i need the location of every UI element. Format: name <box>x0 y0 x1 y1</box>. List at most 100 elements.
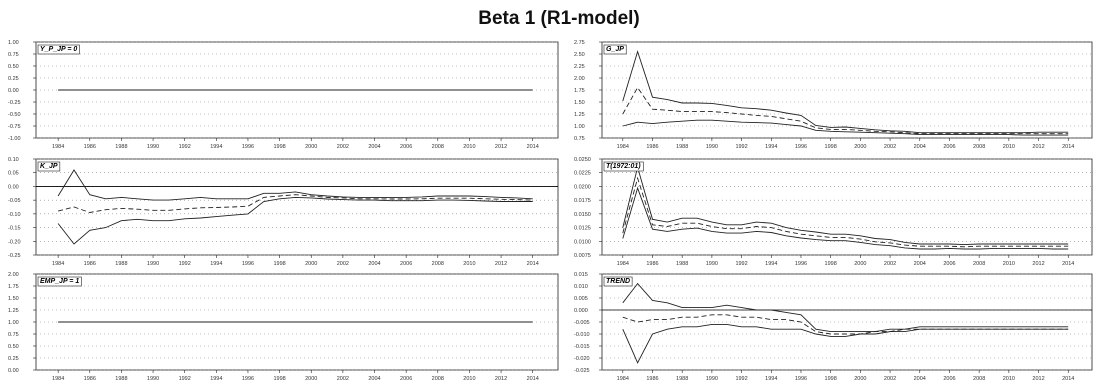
x-tick-label: 1998 <box>273 376 285 382</box>
x-tick-label: 2004 <box>914 376 926 382</box>
y-tick-label: -1.00 <box>8 136 21 142</box>
y-tick-label: 1.50 <box>8 296 19 302</box>
x-tick-label: 2000 <box>305 261 317 267</box>
x-tick-label: 2004 <box>368 144 380 150</box>
y-tick-label: 0.0075 <box>574 253 591 259</box>
y-tick-label: -0.015 <box>574 344 590 350</box>
y-tick-label: -0.50 <box>8 112 21 118</box>
y-tick-label: 0.000 <box>574 308 588 314</box>
x-tick-label: 2000 <box>854 261 866 267</box>
x-tick-label: 1994 <box>210 261 222 267</box>
y-tick-label: -0.005 <box>574 320 590 326</box>
panel-label: Y_P_JP = 0 <box>40 46 77 53</box>
x-tick-label: 2014 <box>1062 261 1074 267</box>
y-tick-label: 0.75 <box>574 136 585 142</box>
x-tick-label: 1994 <box>210 376 222 382</box>
y-tick-label: -0.25 <box>8 100 21 106</box>
y-tick-label: -0.020 <box>574 356 590 362</box>
plot-frame <box>35 158 559 256</box>
series-line <box>57 196 533 245</box>
x-tick-label: 2012 <box>495 144 507 150</box>
x-tick-label: 2008 <box>973 376 985 382</box>
x-tick-label: 2002 <box>884 376 896 382</box>
panel-label: TREND <box>606 278 630 285</box>
x-tick-label: 2010 <box>1003 144 1015 150</box>
x-tick-label: 1986 <box>84 261 96 267</box>
x-tick-label: 1996 <box>242 144 254 150</box>
x-tick-label: 2006 <box>400 261 412 267</box>
x-tick-label: 2014 <box>1062 144 1074 150</box>
x-tick-label: 1988 <box>115 261 127 267</box>
x-tick-label: 1996 <box>795 376 807 382</box>
x-tick-label: 2010 <box>463 376 475 382</box>
x-tick-label: 2014 <box>527 144 539 150</box>
panel-label: T(1972:01) <box>606 163 641 170</box>
series-line <box>622 323 1069 364</box>
panel-label: K_JP <box>40 163 58 170</box>
x-tick-label: 2000 <box>854 376 866 382</box>
x-tick-label: 1986 <box>646 261 658 267</box>
x-tick-label: 1990 <box>706 261 718 267</box>
y-tick-label: 0.25 <box>8 356 19 362</box>
x-tick-label: 1994 <box>765 376 777 382</box>
figure-title: Beta 1 (R1-model) <box>478 8 640 29</box>
series-line <box>57 169 533 201</box>
x-tick-label: 1990 <box>706 376 718 382</box>
x-tick-label: 1992 <box>735 261 747 267</box>
x-tick-label: 1988 <box>115 144 127 150</box>
y-tick-label: 0.0250 <box>574 157 591 163</box>
y-tick-label: 1.00 <box>8 320 19 326</box>
x-tick-label: 2006 <box>943 376 955 382</box>
y-tick-label: 0.0175 <box>574 198 591 204</box>
x-tick-label: 2000 <box>305 376 317 382</box>
x-tick-label: 1994 <box>765 261 777 267</box>
y-tick-label: 1.75 <box>8 284 19 290</box>
y-tick-label: 0.50 <box>8 344 19 350</box>
x-tick-label: 1998 <box>825 261 837 267</box>
y-tick-label: 1.75 <box>574 88 585 94</box>
x-tick-label: 2002 <box>884 261 896 267</box>
x-tick-label: 1996 <box>242 376 254 382</box>
y-tick-label: -0.15 <box>8 226 21 232</box>
y-tick-label: 0.50 <box>8 64 19 70</box>
x-tick-label: 1988 <box>676 261 688 267</box>
x-tick-label: 2008 <box>432 144 444 150</box>
x-tick-label: 1986 <box>646 376 658 382</box>
y-tick-label: 0.015 <box>574 272 588 278</box>
y-tick-label: 2.25 <box>574 64 585 70</box>
y-tick-label: 1.50 <box>574 100 585 106</box>
y-tick-label: 0.25 <box>8 76 19 82</box>
y-tick-label: 1.25 <box>8 308 19 314</box>
x-tick-label: 2002 <box>337 144 349 150</box>
x-tick-label: 2010 <box>463 261 475 267</box>
y-tick-label: 0.010 <box>574 284 588 290</box>
x-tick-label: 1996 <box>795 144 807 150</box>
x-tick-label: 2008 <box>432 261 444 267</box>
y-tick-label: 2.00 <box>8 272 19 278</box>
x-tick-label: 1984 <box>52 261 64 267</box>
x-tick-label: 1992 <box>179 261 191 267</box>
x-tick-label: 1996 <box>795 261 807 267</box>
x-tick-label: 1998 <box>825 376 837 382</box>
x-tick-label: 1984 <box>52 376 64 382</box>
panel-label: EMP_JP = 1 <box>40 278 79 285</box>
series-line <box>622 86 1069 135</box>
y-tick-label: 0.05 <box>8 171 19 177</box>
x-tick-label: 2008 <box>973 144 985 150</box>
y-tick-label: 1.00 <box>574 124 585 130</box>
series-line <box>622 186 1069 250</box>
x-tick-label: 2012 <box>1032 376 1044 382</box>
y-tick-label: 0.10 <box>8 157 19 163</box>
x-tick-label: 1986 <box>84 376 96 382</box>
x-tick-label: 1990 <box>147 376 159 382</box>
x-tick-label: 2012 <box>1032 144 1044 150</box>
x-tick-label: 1990 <box>147 261 159 267</box>
panel-label-box <box>603 161 644 172</box>
x-tick-label: 2014 <box>527 376 539 382</box>
x-tick-label: 1984 <box>617 144 629 150</box>
x-tick-label: 1986 <box>84 144 96 150</box>
x-tick-label: 2006 <box>400 376 412 382</box>
y-tick-label: 2.00 <box>574 76 585 82</box>
panel-label: G_JP <box>606 46 624 53</box>
